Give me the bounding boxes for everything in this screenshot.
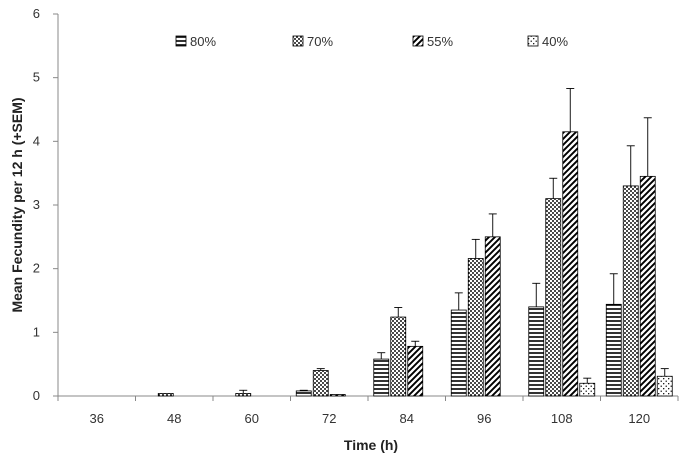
x-tick-label: 60 (245, 411, 259, 426)
bar-0-6 (528, 306, 545, 397)
y-tick-label: 1 (33, 324, 40, 339)
x-tick-label: 48 (167, 411, 181, 426)
legend-label-2: 55% (427, 34, 453, 49)
y-tick-label: 3 (33, 197, 40, 212)
x-tick-label: 84 (400, 411, 414, 426)
bar-0-3 (295, 390, 312, 397)
bar-0-4 (373, 358, 390, 397)
bar-1-3 (312, 370, 329, 397)
bar-2-6 (562, 131, 579, 397)
legend-label-0: 80% (190, 34, 216, 49)
bar-3-6 (579, 382, 596, 397)
bar-1-4 (390, 316, 407, 397)
legend-swatch-1 (292, 35, 304, 47)
legend-swatch-3 (527, 35, 539, 47)
x-tick-label: 108 (551, 411, 573, 426)
legend: 80% 70% 55% 40% (175, 34, 568, 49)
x-axis: 36 48 60 72 84 96 108 120 (57, 395, 679, 426)
legend-label-3: 40% (542, 34, 568, 49)
x-tick-label: 120 (628, 411, 650, 426)
bar-2-5 (484, 236, 501, 397)
x-axis-title: Time (h) (344, 437, 398, 453)
bar-0-5 (450, 309, 467, 397)
bar-1-1 (157, 393, 174, 397)
legend-label-1: 70% (307, 34, 333, 49)
bar-1-5 (467, 258, 484, 397)
legend-swatch-0 (175, 35, 187, 47)
bar-0-7 (605, 303, 622, 397)
bar-3-7 (656, 375, 673, 397)
x-tick-label: 72 (322, 411, 336, 426)
y-axis: 0 1 2 3 4 5 6 (33, 6, 59, 403)
y-tick-label: 6 (33, 6, 40, 21)
y-tick-label: 5 (33, 70, 40, 85)
bar-1-6 (545, 198, 562, 397)
y-tick-label: 4 (33, 133, 40, 148)
bar-1-7 (622, 185, 639, 397)
bar-1-2 (235, 393, 252, 397)
x-tick-label: 96 (477, 411, 491, 426)
y-tick-label: 0 (33, 388, 40, 403)
y-axis-title: Mean Fecundity per 12 h (+SEM) (9, 97, 25, 312)
bar-2-3 (329, 394, 346, 397)
x-tick-label: 36 (90, 411, 104, 426)
bar-2-4 (407, 345, 424, 397)
y-tick-label: 2 (33, 261, 40, 276)
legend-swatch-2 (412, 35, 424, 47)
bars (157, 88, 673, 397)
bar-2-7 (639, 175, 656, 397)
